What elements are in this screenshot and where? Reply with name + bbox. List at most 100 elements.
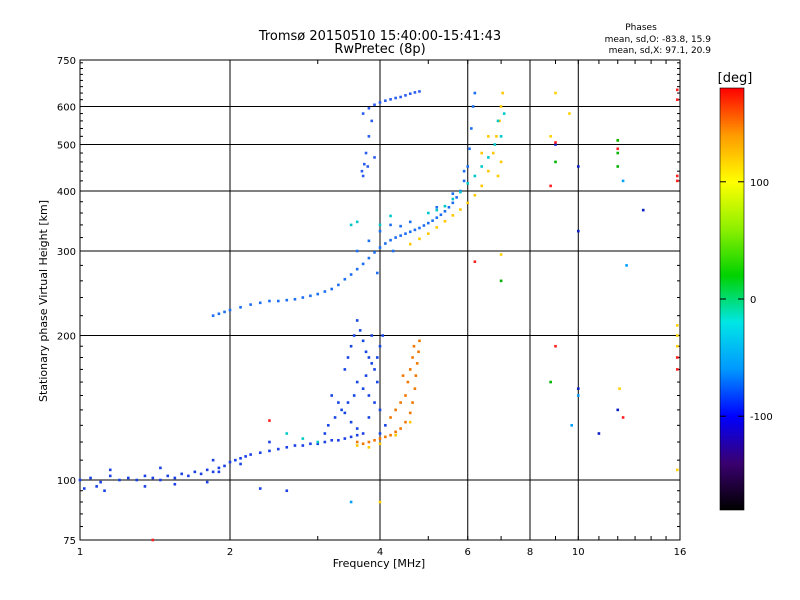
echo-point xyxy=(576,229,580,233)
x-axis-label: Frequency [MHz] xyxy=(333,557,425,570)
echo-point xyxy=(378,442,382,446)
echo-point xyxy=(293,444,297,447)
echo-point xyxy=(378,344,382,348)
echo-point xyxy=(366,165,370,168)
echo-point xyxy=(675,334,679,337)
echo-point xyxy=(404,394,407,397)
echo-point xyxy=(413,387,417,390)
echo-point xyxy=(389,98,392,101)
echo-point xyxy=(435,208,439,212)
echo-point xyxy=(309,442,312,446)
echo-point xyxy=(480,165,484,168)
echo-point xyxy=(364,374,368,377)
echo-point xyxy=(249,303,252,306)
echo-point xyxy=(404,232,407,235)
echo-point xyxy=(166,474,170,478)
echo-point xyxy=(487,135,490,138)
echo-point xyxy=(285,489,289,493)
echo-point xyxy=(352,334,356,337)
echo-point xyxy=(135,478,139,482)
colorbar-tick-label: 100 xyxy=(750,178,769,189)
echo-point xyxy=(373,438,376,442)
echo-point xyxy=(126,476,130,480)
echo-point xyxy=(487,169,490,173)
echo-point xyxy=(399,95,402,99)
echo-point xyxy=(389,416,392,419)
echo-point xyxy=(346,356,350,359)
echo-point xyxy=(468,147,471,151)
echo-point xyxy=(118,478,121,482)
echo-point xyxy=(493,143,497,146)
echo-point xyxy=(301,444,305,447)
echo-point xyxy=(367,416,371,419)
echo-point xyxy=(394,96,397,100)
echo-point xyxy=(373,251,376,254)
echo-point xyxy=(435,226,439,229)
echo-point xyxy=(384,435,387,439)
echo-point xyxy=(391,249,395,253)
echo-point xyxy=(411,356,414,359)
echo-point xyxy=(143,474,147,478)
echo-point xyxy=(355,380,359,384)
echo-point xyxy=(355,427,359,430)
echo-point xyxy=(378,101,382,104)
echo-point xyxy=(316,442,320,446)
echo-point xyxy=(447,205,451,209)
echo-point xyxy=(258,301,262,305)
echo-point xyxy=(554,143,557,146)
echo-point xyxy=(199,472,203,476)
echo-point xyxy=(412,344,416,348)
echo-point xyxy=(499,105,503,108)
echo-point xyxy=(389,214,392,218)
echo-point xyxy=(301,437,305,440)
echo-point xyxy=(435,205,439,209)
colorbar: [deg] 100 0 -100 xyxy=(718,71,773,511)
x-tick-label: 4 xyxy=(377,547,383,558)
echo-point xyxy=(675,179,679,183)
echo-point xyxy=(355,220,359,224)
echo-point xyxy=(355,440,359,444)
echo-point xyxy=(597,432,601,435)
echo-point xyxy=(621,416,625,419)
echo-point xyxy=(349,435,353,439)
echo-point xyxy=(330,438,334,442)
echo-point xyxy=(355,319,359,322)
echo-point xyxy=(316,440,320,444)
echo-point xyxy=(217,466,221,470)
echo-point xyxy=(576,165,580,168)
echo-point xyxy=(367,356,371,359)
echo-point xyxy=(554,160,557,164)
echo-point xyxy=(333,416,337,419)
y-axis-ticks: 75 100 200 300 400 500 600 750 xyxy=(57,56,76,547)
x-tick-label: 1 xyxy=(77,547,83,558)
echo-point xyxy=(364,350,368,354)
echo-point xyxy=(570,424,573,427)
echo-point xyxy=(404,94,407,97)
echo-point xyxy=(239,462,242,466)
echo-point xyxy=(404,420,407,424)
echo-point xyxy=(373,103,376,107)
echo-point xyxy=(414,374,418,377)
echo-point xyxy=(399,427,402,430)
echo-point xyxy=(239,456,242,460)
echo-point xyxy=(394,236,397,239)
echo-point xyxy=(473,91,477,95)
y-tick-label: 500 xyxy=(57,141,76,152)
echo-point xyxy=(422,224,426,227)
echo-point xyxy=(384,242,387,245)
echo-point xyxy=(309,294,312,298)
colorbar-tick-label: 0 xyxy=(750,295,756,306)
echo-point xyxy=(355,249,359,253)
echo-point xyxy=(576,394,580,397)
echo-point xyxy=(459,208,462,211)
echo-point xyxy=(451,192,455,195)
echo-point xyxy=(408,420,412,424)
echo-point xyxy=(443,219,447,223)
echo-point xyxy=(330,287,334,291)
echo-point xyxy=(370,119,374,123)
echo-point xyxy=(451,214,455,217)
echo-point xyxy=(228,308,232,312)
echo-point xyxy=(415,362,419,365)
echo-point xyxy=(293,297,297,301)
